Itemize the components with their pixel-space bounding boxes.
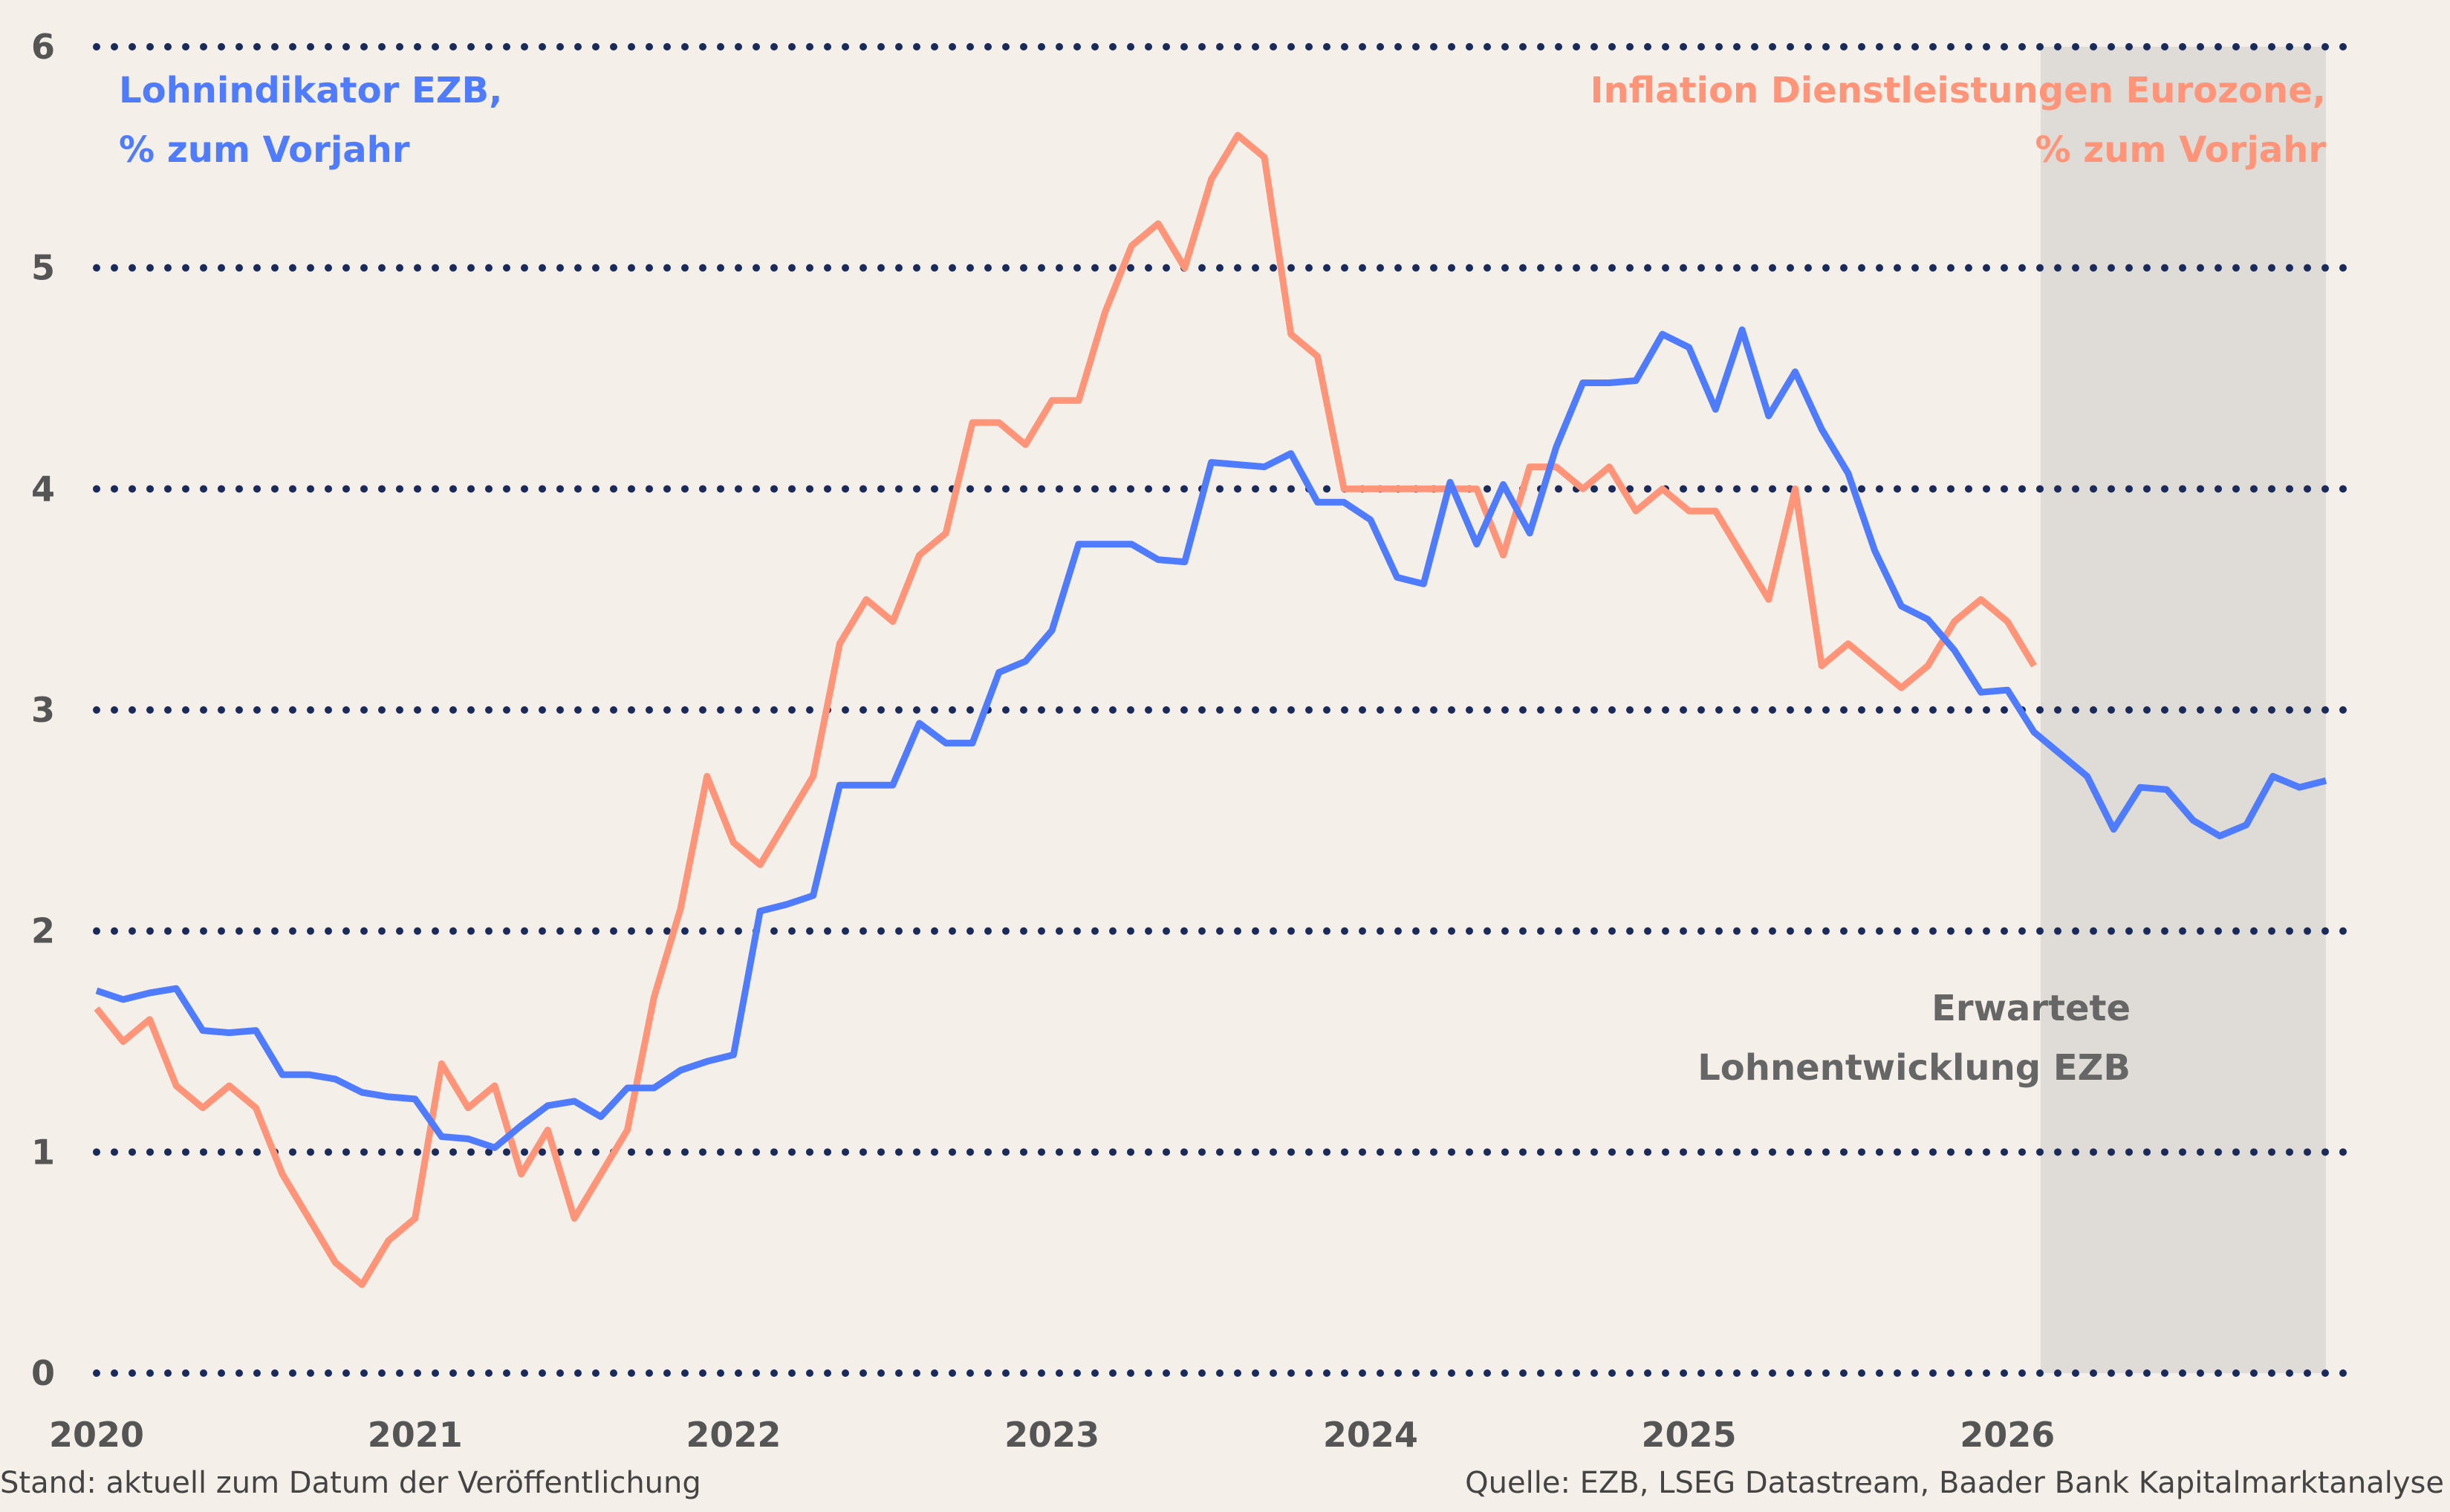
x-tick-label: 2021	[368, 1415, 463, 1455]
y-tick-label: 3	[31, 690, 55, 730]
y-axis: 0 1 2 3 4 5 6	[31, 27, 55, 1393]
x-tick-label: 2023	[1004, 1415, 1099, 1455]
forecast-label-line1: Erwartete	[1931, 988, 2131, 1029]
y-tick-label: 6	[31, 27, 55, 67]
series-label-wages: Lohnindikator EZB,	[119, 70, 502, 111]
y-tick-label: 4	[31, 469, 55, 509]
x-tick-label: 2025	[1642, 1415, 1737, 1455]
series-label-inflation-unit: % zum Vorjahr	[2035, 129, 2327, 171]
x-axis: 2020 2021 2022 2023 2024 2025 2026	[49, 1415, 2055, 1455]
series-label-inflation: Inflation Dienstleistungen Eurozone,	[1590, 70, 2326, 111]
series-lines	[94, 131, 2327, 1288]
y-tick-label: 5	[31, 248, 55, 288]
y-tick-label: 0	[31, 1353, 55, 1393]
y-tick-label: 1	[31, 1132, 55, 1172]
series-label-wages-unit: % zum Vorjahr	[119, 129, 410, 171]
footer-source: Quelle: EZB, LSEG Datastream, Baader Ban…	[1465, 1466, 2444, 1500]
forecast-label-line2: Lohnentwicklung EZB	[1697, 1047, 2131, 1089]
footer-date-note: Stand: aktuell zum Datum der Veröffentli…	[0, 1466, 701, 1500]
series-line-inflation	[94, 131, 2037, 1288]
x-tick-label: 2020	[49, 1415, 144, 1455]
series-line-wages	[95, 326, 2327, 1151]
x-tick-label: 2022	[686, 1415, 781, 1455]
x-tick-label: 2024	[1323, 1415, 1418, 1455]
x-tick-label: 2026	[1960, 1415, 2055, 1455]
y-tick-label: 2	[31, 911, 55, 951]
gridlines	[93, 43, 2348, 1377]
